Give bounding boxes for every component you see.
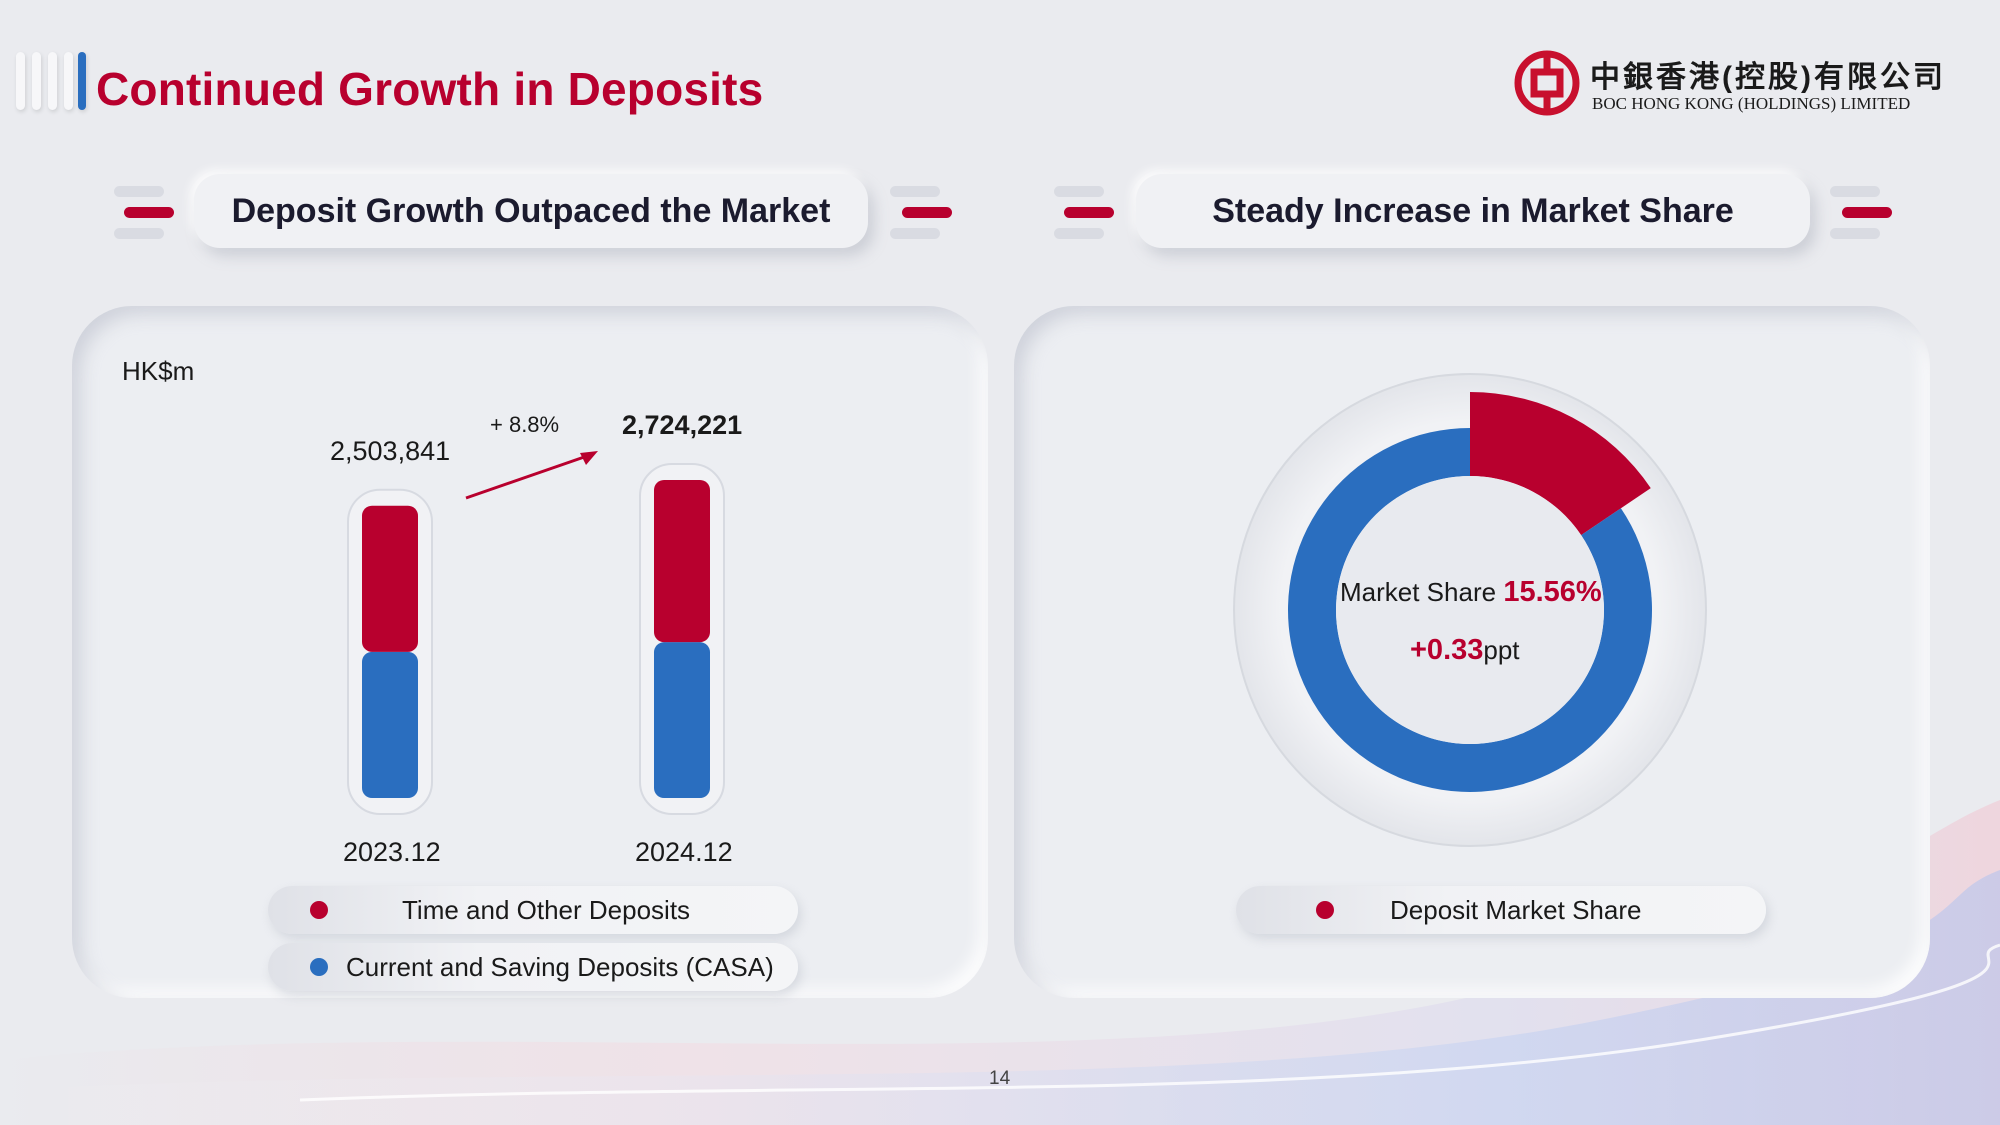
deposit-bar-chart bbox=[347, 463, 725, 815]
legend-label: Deposit Market Share bbox=[1390, 895, 1642, 925]
bar-total-label: 2,503,841 bbox=[330, 435, 451, 466]
center-label: Market Share bbox=[1340, 577, 1497, 607]
page-number: 14 bbox=[989, 1068, 1011, 1089]
bar-total-label: 2,724,221 bbox=[622, 410, 743, 440]
logo-chinese-name: 中銀香港(控股)有限公司 bbox=[1590, 61, 1946, 94]
growth-arrow-icon bbox=[465, 451, 598, 500]
donut-hole bbox=[1336, 476, 1604, 744]
right-section-heading: Steady Increase in Market Share bbox=[1136, 174, 1810, 248]
bar-segment bbox=[362, 651, 418, 798]
share-change-unit: ppt bbox=[1483, 635, 1520, 665]
donut-center-text: Market Share 15.56% bbox=[1340, 576, 1602, 609]
legend-label: Time and Other Deposits bbox=[402, 895, 691, 925]
bar-segment bbox=[654, 480, 710, 643]
legend-item-market-share: Deposit Market Share bbox=[1236, 886, 1766, 934]
legend-label: Current and Saving Deposits (CASA) bbox=[346, 952, 774, 982]
market-share-donut-chart bbox=[1233, 373, 1707, 847]
background-wave bbox=[0, 800, 2000, 1125]
legend-item-casa: Current and Saving Deposits (CASA) bbox=[268, 943, 798, 991]
bar-segment bbox=[654, 642, 710, 798]
legend-dot-blue bbox=[310, 958, 328, 976]
share-change: +0.33ppt bbox=[1410, 634, 1520, 667]
page-title: Continued Growth in Deposits bbox=[96, 63, 764, 115]
donut-slice-market-share bbox=[1470, 392, 1651, 536]
legend-dot-red bbox=[1316, 901, 1334, 919]
logo-english-name: BOC HONG KONG (HOLDINGS) LIMITED bbox=[1592, 94, 1911, 113]
deposit-growth-panel bbox=[72, 306, 988, 998]
x-tick-label: 2024.12 bbox=[635, 837, 733, 867]
growth-label: + 8.8% bbox=[490, 412, 560, 437]
x-tick-label: 2023.12 bbox=[343, 837, 441, 867]
boc-logo-icon bbox=[1514, 50, 1580, 116]
share-change-value: +0.33 bbox=[1410, 634, 1484, 666]
left-section-heading: Deposit Growth Outpaced the Market bbox=[194, 174, 868, 248]
bar-segment bbox=[362, 505, 418, 652]
unit-label: HK$m bbox=[122, 356, 195, 386]
legend-item-time-deposits: Time and Other Deposits bbox=[268, 886, 798, 934]
share-value: 15.56% bbox=[1503, 576, 1602, 608]
legend-dot-red bbox=[310, 901, 328, 919]
